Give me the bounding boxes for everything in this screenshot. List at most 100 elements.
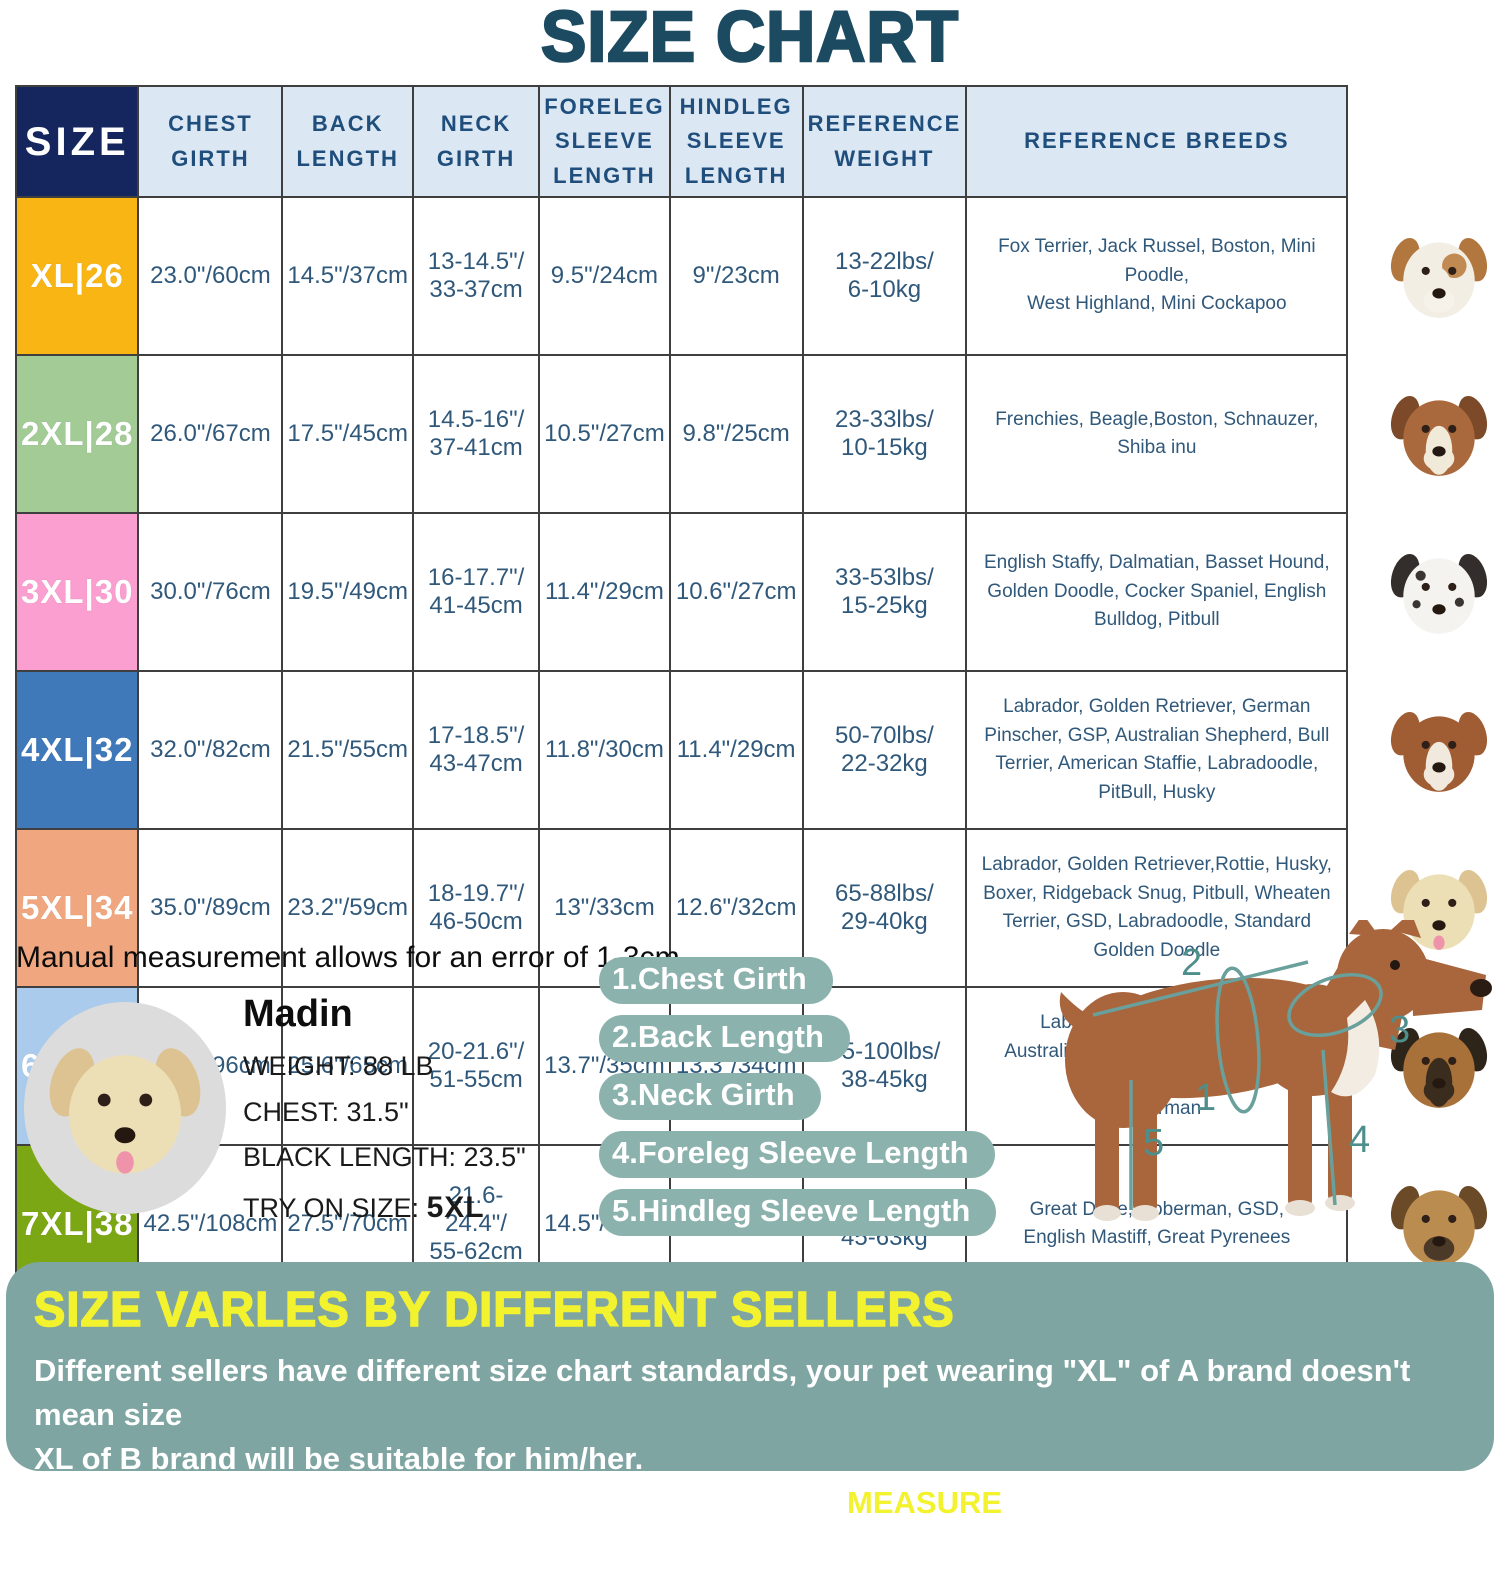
pill-neck-girth: 3.Neck Girth — [599, 1073, 821, 1120]
chest-girth-cell: 26.0"/67cm — [137, 354, 284, 514]
dog-paws — [1093, 1195, 1355, 1221]
beagle-photo-icon — [1388, 383, 1490, 485]
size-label-cell: 5XL|34 — [14, 828, 140, 988]
dog-measurement-diagram: 1 2 3 4 5 — [1059, 920, 1492, 1221]
neck-girth-cell: 18-19.7"/ 46-50cm — [411, 828, 541, 988]
pill-foreleg-sleeve: 4.Foreleg Sleeve Length — [599, 1131, 995, 1178]
breed-photo-cell — [1347, 355, 1499, 513]
table-row: XL|26 23.0"/60cm 14.5"/37cm 13-14.5"/ 33… — [14, 196, 1499, 356]
reference-breeds-cell: Fox Terrier, Jack Russel, Boston, Mini P… — [965, 196, 1349, 356]
header-photo-spacer — [1347, 86, 1499, 197]
reference-weight-cell: 13-22lbs/ 6-10kg — [801, 196, 968, 356]
measurement-lines — [1092, 960, 1383, 1210]
page-title: SIZE CHART — [540, 0, 960, 78]
panel-line1-text: Different sellers have different size ch… — [34, 1353, 1411, 1433]
table-row: 3XL|30 30.0"/76cm 19.5"/49cm 16-17.7"/ 4… — [14, 512, 1499, 672]
panel-text: Different sellers have different size ch… — [34, 1349, 1466, 1569]
breed-photo-cell — [1347, 671, 1499, 829]
size-label-cell: 3XL|30 — [14, 512, 140, 672]
example-try-on-size: TRY ON SIZE: 5XL — [243, 1191, 485, 1225]
try-on-size-value: 5XL — [426, 1191, 485, 1224]
reference-weight-cell: 50-70lbs/ 22-32kg — [801, 670, 968, 830]
foreleg-sleeve-cell: 9.5"/24cm — [538, 196, 671, 356]
panel-line3-before: Do not guess the size info, and please d… — [34, 1485, 848, 1521]
diagram-number-4: 4 — [1349, 1119, 1370, 1161]
example-weight: WEIGHT: 88 LB — [243, 1051, 434, 1081]
measurement-note: Manual measurement allows for an error o… — [16, 941, 680, 974]
header-reference-breeds: REFERENCE BREEDS — [965, 85, 1349, 198]
pill-back-length: 2.Back Length — [599, 1015, 850, 1062]
reference-breeds-cell: Labrador, Golden Retriever,Rottie, Husky… — [965, 828, 1349, 988]
hindleg-sleeve-cell: 9.8"/25cm — [668, 354, 804, 514]
dog-chest-patch — [1331, 1000, 1380, 1097]
try-on-label: TRY ON SIZE: — [243, 1193, 420, 1223]
reference-weight-cell: 33-53lbs/ 15-25kg — [801, 512, 968, 672]
example-back-length: BLACK LENGTH: 23.5" — [243, 1142, 526, 1172]
size-label-cell: 4XL|32 — [14, 670, 140, 830]
breed-photo-cell — [1347, 513, 1499, 671]
size-label-cell: 2XL|28 — [14, 354, 140, 514]
panel-line-2: XL of B brand will be suitable for him/h… — [34, 1437, 1466, 1481]
header-size: SIZE — [14, 85, 140, 198]
neck-girth-cell: 17-18.5"/ 43-47cm — [411, 670, 541, 830]
header-chest-girth: CHEST GIRTH — [137, 85, 284, 198]
pitbull-photo-icon — [1388, 699, 1490, 801]
back-length-cell: 17.5"/45cm — [281, 354, 414, 514]
diagram-number-2: 2 — [1181, 942, 1202, 984]
diagram-number-5: 5 — [1143, 1122, 1164, 1164]
neck-girth-cell: 13-14.5"/ 33-37cm — [411, 196, 541, 356]
dog-silhouette — [1059, 920, 1486, 1215]
panel-heading: SIZE VARLES BY DIFFERENT SELLERS — [33, 1280, 955, 1337]
back-length-cell: 19.5"/49cm — [281, 512, 414, 672]
neck-girth-cell: 20-21.6"/ 51-55cm — [411, 986, 541, 1146]
hindleg-sleeve-cell: 9"/23cm — [668, 196, 804, 356]
seller-warning-panel: SIZE VARLES BY DIFFERENT SELLERS Differe… — [6, 1262, 1494, 1564]
size-chart-infographic: { "title": "SIZE CHART", "table": { "hea… — [6, 0, 1500, 1564]
header-foreleg-sleeve: FORELEG SLEEVE LENGTH — [538, 85, 671, 198]
chest-girth-cell: 30.0"/76cm — [137, 512, 284, 672]
breed-photo-cell — [1347, 197, 1499, 355]
reference-weight-cell: 23-33lbs/ 10-15kg — [801, 354, 968, 514]
back-length-cell: 21.5"/55cm — [281, 670, 414, 830]
dog-eye — [1390, 960, 1400, 970]
hindleg-sleeve-cell: 10.6"/27cm — [668, 512, 804, 672]
header-reference-weight: REFERENCE WEIGHT — [801, 85, 968, 198]
labrador-photo-icon — [45, 1028, 205, 1188]
size-chart-table: SIZE CHEST GIRTH BACK LENGTH NECK GIRTH … — [14, 85, 1500, 1304]
neck-girth-cell: 14.5-16"/ 37-41cm — [411, 354, 541, 514]
header-hindleg-sleeve: HINDLEG SLEEVE LENGTH — [668, 85, 804, 198]
foreleg-sleeve-cell: 11.8"/30cm — [538, 670, 671, 830]
dalmatian-photo-icon — [1388, 541, 1490, 643]
example-dog-photo — [24, 1002, 226, 1214]
pill-chest-girth: 1.Chest Girth — [599, 957, 833, 1004]
dog-nose — [1470, 979, 1492, 997]
foreleg-sleeve-cell: 10.5"/27cm — [538, 354, 671, 514]
jack-russell-photo-icon — [1388, 225, 1490, 327]
chest-girth-cell: 35.0"/89cm — [137, 828, 284, 988]
reference-breeds-cell: English Staffy, Dalmatian, Basset Hound,… — [965, 512, 1349, 672]
reference-weight-cell: 85-100lbs/ 38-45kg — [801, 986, 968, 1146]
table-header-row: SIZE CHEST GIRTH BACK LENGTH NECK GIRTH … — [14, 85, 1499, 198]
hindleg-sleeve-cell: 11.4"/29cm — [668, 670, 804, 830]
table-row: 2XL|28 26.0"/67cm 17.5"/45cm 14.5-16"/ 3… — [14, 354, 1499, 514]
back-length-cell: 23.2"/59cm — [281, 828, 414, 988]
reference-weight-cell: 65-88lbs/ 29-40kg — [801, 828, 968, 988]
table-row: 4XL|32 32.0"/82cm 21.5"/55cm 17-18.5"/ 4… — [14, 670, 1499, 830]
panel-line-3: Do not guess the size info, and please d… — [34, 1481, 1466, 1569]
panel-line-1: Different sellers have different size ch… — [34, 1349, 1466, 1437]
diagram-number-3: 3 — [1389, 1009, 1410, 1051]
header-neck-girth: NECK GIRTH — [411, 85, 541, 198]
chest-girth-cell: 32.0"/82cm — [137, 670, 284, 830]
measure-label-list: 1.Chest Girth 2.Back Length 3.Neck Girth… — [599, 957, 997, 1236]
size-label-cell: XL|26 — [14, 196, 140, 356]
measure-highlight: MEASURE — [847, 1485, 1003, 1521]
foreleg-sleeve-cell: 11.4"/29cm — [538, 512, 671, 672]
chest-girth-cell: 23.0"/60cm — [137, 196, 284, 356]
back-length-cell: 14.5"/37cm — [281, 196, 414, 356]
reference-breeds-cell: Frenchies, Beagle,Boston, Schnauzer, Shi… — [965, 354, 1349, 514]
pill-hindleg-sleeve: 5.Hindleg Sleeve Length — [599, 1189, 997, 1236]
size-table-body: XL|26 23.0"/60cm 14.5"/37cm 13-14.5"/ 33… — [14, 196, 1499, 1304]
neck-girth-cell: 16-17.7"/ 41-45cm — [411, 512, 541, 672]
panel-line2-text: XL of B brand will be suitable for him/h… — [34, 1441, 644, 1477]
example-dog-name: Madin — [243, 993, 353, 1035]
